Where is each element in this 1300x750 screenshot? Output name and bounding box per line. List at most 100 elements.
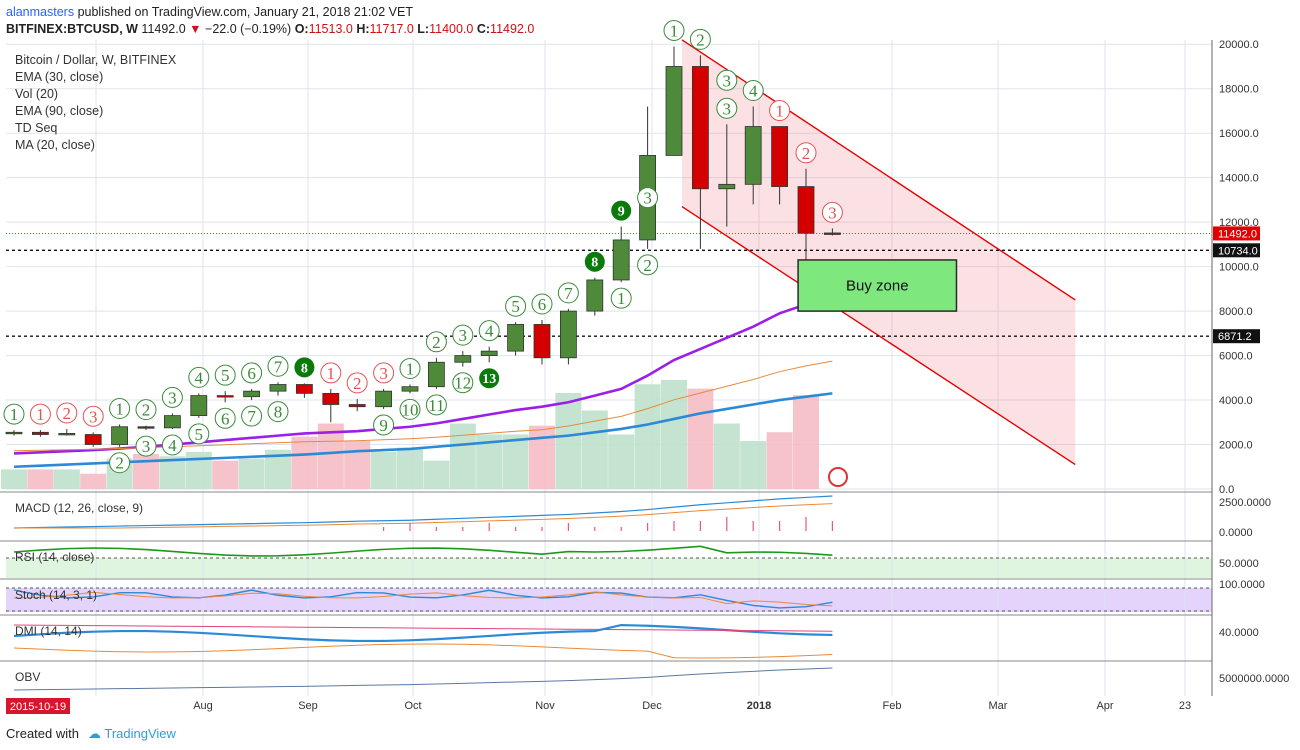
td-count-label: 7 xyxy=(564,284,573,303)
down-arrow-icon: ▼ xyxy=(189,22,202,36)
pane-title-dmi: DMI (14, 14) xyxy=(15,624,82,638)
td-count-marker xyxy=(267,401,289,423)
candle-body xyxy=(190,395,208,417)
td-count-label: 3 xyxy=(643,189,652,208)
macd-line xyxy=(13,495,833,529)
td-count-marker xyxy=(135,435,157,457)
td-count-marker xyxy=(505,295,527,317)
symbol-line: BITFINEX:BTCUSD, W 11492.0 ▼ −22.0 (−0.1… xyxy=(6,21,534,38)
td-count-label: 3 xyxy=(828,203,837,222)
candle-body xyxy=(295,384,313,394)
td-count-marker xyxy=(56,402,78,424)
td-count-label: 3 xyxy=(168,388,177,407)
candle-body xyxy=(163,415,181,429)
stoch-d-line xyxy=(13,591,833,607)
volume-bar xyxy=(661,379,687,489)
volume-bar xyxy=(133,454,159,489)
volume-bar xyxy=(687,388,714,489)
x-axis-label: Mar xyxy=(989,700,1008,712)
td-count-label: 9 xyxy=(379,416,388,435)
candle-body xyxy=(692,66,709,190)
candle-body xyxy=(84,434,102,445)
candle-body xyxy=(454,355,472,363)
td-count-marker xyxy=(637,187,659,209)
candle-body xyxy=(401,386,419,392)
x-axis-label: 2018 xyxy=(747,700,771,712)
pane-title-macd: MACD (12, 26, close, 9) xyxy=(15,501,143,515)
candle-body xyxy=(427,361,445,388)
volume-bar xyxy=(793,395,819,489)
pane-tick-label: 0.0000 xyxy=(1219,527,1253,539)
td-count-label: 2 xyxy=(802,144,811,163)
created-with-label: Created with xyxy=(6,726,79,741)
first-date-label: 2015-10-19 xyxy=(10,701,66,713)
volume-bar xyxy=(53,469,80,489)
td-count-marker xyxy=(478,320,500,342)
candle-body xyxy=(322,392,340,405)
volume-bar xyxy=(740,441,767,489)
high-value: 11717.0 xyxy=(369,22,414,36)
td-count-marker xyxy=(346,372,368,394)
td-count-marker xyxy=(161,434,183,456)
candle-body xyxy=(507,324,525,352)
last-price: 11492.0 xyxy=(141,22,186,36)
candle-body xyxy=(771,126,788,187)
volume-bar xyxy=(397,447,423,489)
stoch-band xyxy=(6,588,1212,612)
price-axis-marker xyxy=(1213,226,1260,241)
td-count-label: 8 xyxy=(274,403,283,422)
volume-bar xyxy=(370,451,397,489)
td-count-label: 2 xyxy=(643,256,652,275)
td-count-label: 2 xyxy=(432,333,441,352)
volume-bar xyxy=(238,458,265,489)
brand-name: TradingView xyxy=(104,726,176,741)
td-count-marker xyxy=(320,362,342,384)
candle-body xyxy=(137,426,155,429)
buy-zone-box xyxy=(797,259,958,312)
td-count-marker xyxy=(769,100,791,122)
td-count-marker xyxy=(373,414,395,436)
macd-signal-line xyxy=(14,503,833,529)
td-count-label: 5 xyxy=(221,366,230,385)
pane-title-rsi: RSI (14, close) xyxy=(15,550,94,564)
first-date-marker xyxy=(6,698,70,714)
td-count-label: 4 xyxy=(168,436,177,455)
td-count-label: 2 xyxy=(63,404,72,423)
td-count-marker xyxy=(161,386,183,408)
author-link[interactable]: alanmasters xyxy=(6,5,75,19)
td-count-marker xyxy=(452,324,474,346)
td-count-marker xyxy=(663,19,685,41)
volume-bar xyxy=(449,423,476,489)
td-count-label: 6 xyxy=(538,295,547,314)
td-count-label: 9 xyxy=(618,205,625,220)
td-count-marker xyxy=(637,254,659,276)
td-count-marker xyxy=(689,28,711,50)
td-count-label: 4 xyxy=(195,368,204,387)
td-count-label: 1 xyxy=(406,359,415,378)
td-count-label: 1 xyxy=(36,405,45,424)
volume-bar xyxy=(713,423,740,489)
dmi-plus-line xyxy=(13,624,833,632)
price-chart[interactable]: 0.0 2000.0 4000.0 6000.0 8000.0 10000.0 12000.… xyxy=(0,0,1300,718)
y-tick-label: 10000.0 xyxy=(1219,262,1259,274)
td-count-label: 2 xyxy=(115,454,124,473)
td-count-marker xyxy=(188,366,210,388)
x-axis-label: Feb xyxy=(883,700,902,712)
volume-bar xyxy=(766,432,793,489)
pane-tick-label: 2500.0000 xyxy=(1219,497,1271,509)
y-tick-label: 6000.0 xyxy=(1219,351,1253,363)
volume-bar xyxy=(212,460,239,489)
td-count-label: 1 xyxy=(775,102,784,121)
dmi-adx-line xyxy=(13,623,833,643)
candle-body xyxy=(824,232,841,235)
td-count-label: 11 xyxy=(428,396,444,415)
volume-bar xyxy=(317,423,344,489)
legend-entry: MA (20, close) xyxy=(15,138,95,152)
volume-bar xyxy=(291,436,318,489)
td-count-marker xyxy=(742,80,764,102)
candle-body xyxy=(560,310,577,359)
td-count-marker xyxy=(795,142,817,164)
candle-body xyxy=(111,426,128,445)
tradingview-logo-icon[interactable]: ☁ TradingView xyxy=(88,726,176,741)
volume-bar xyxy=(581,410,608,489)
